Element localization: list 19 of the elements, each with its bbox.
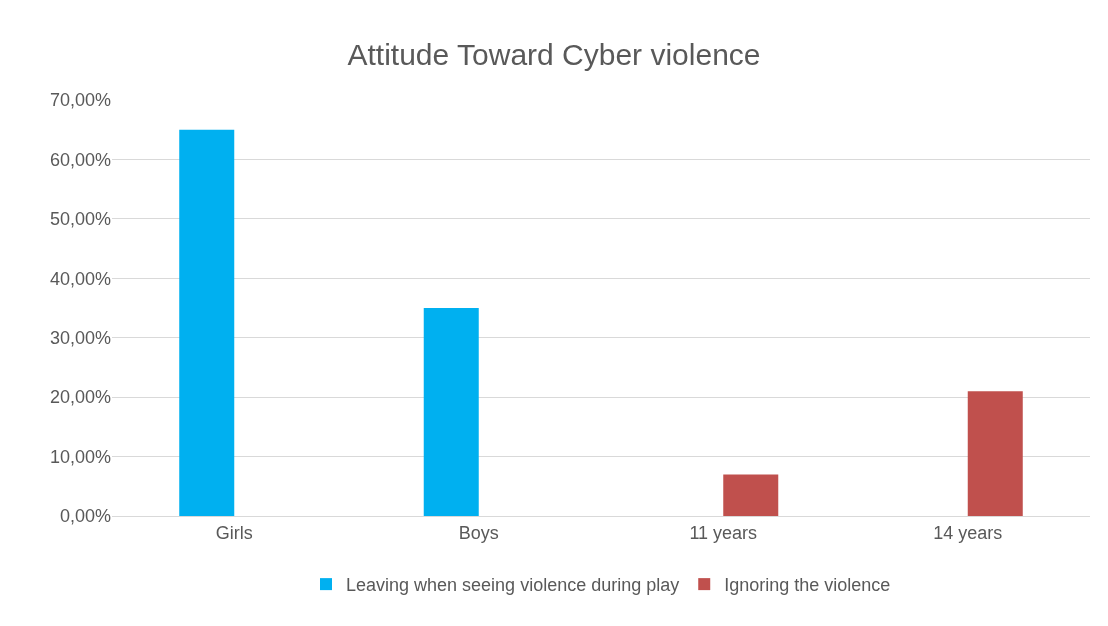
x-tick-label: 14 years bbox=[933, 522, 1003, 543]
x-tick-label: Boys bbox=[458, 522, 499, 543]
y-tick-label: 60,00% bbox=[49, 149, 111, 170]
legend-label: Ignoring the violence bbox=[724, 575, 891, 596]
x-tick-label: Girls bbox=[215, 522, 253, 543]
y-tick-label: 50,00% bbox=[49, 209, 111, 230]
y-tick-label: 10,00% bbox=[49, 446, 111, 467]
bar bbox=[967, 391, 1023, 516]
bar bbox=[423, 308, 479, 516]
y-tick-label: 0,00% bbox=[59, 506, 111, 527]
bar bbox=[723, 474, 779, 516]
y-tick-label: 20,00% bbox=[49, 387, 111, 408]
x-tick-label: 11 years bbox=[689, 522, 758, 543]
chart-title: Attitude Toward Cyber violence bbox=[347, 37, 761, 71]
y-tick-label: 70,00% bbox=[49, 90, 111, 111]
y-tick-label: 30,00% bbox=[49, 328, 111, 349]
y-tick-label: 40,00% bbox=[49, 268, 111, 289]
legend-label: Leaving when seeing violence during play bbox=[346, 575, 680, 596]
bar bbox=[179, 129, 235, 516]
